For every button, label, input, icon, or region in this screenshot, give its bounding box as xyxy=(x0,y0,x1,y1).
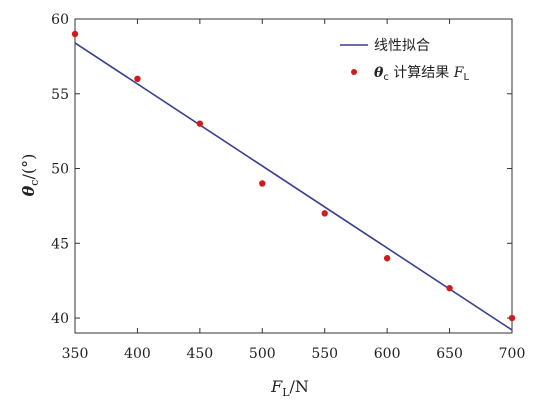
x-tick-label: 500 xyxy=(249,346,276,362)
y-tick-label: 40 xyxy=(51,311,69,327)
data-point xyxy=(446,284,453,292)
data-point xyxy=(259,180,266,187)
fit-line-series xyxy=(74,42,513,331)
legend-scatter-tail-sub: L xyxy=(463,72,469,83)
y-axis-title: θc/(°) xyxy=(19,154,41,197)
x-axis-ticks: 350 400 450 500 550 600 650 700 xyxy=(62,19,526,362)
y-tick-label: 55 xyxy=(51,87,69,103)
data-point xyxy=(383,255,391,262)
legend: 线性拟合 θc 计算结果 FL xyxy=(340,38,469,83)
x-tick-label: 350 xyxy=(62,346,89,362)
x-axis-title-unit: /N xyxy=(290,377,309,396)
data-point xyxy=(71,30,79,38)
y-tick-label: 45 xyxy=(51,236,69,252)
legend-scatter-sub: c xyxy=(383,72,389,83)
x-axis-title-sub: L xyxy=(282,386,290,399)
scatter-series xyxy=(71,30,516,322)
plot-border xyxy=(74,18,513,334)
fit-line xyxy=(74,42,513,331)
y-axis-title-main: θ xyxy=(19,185,38,196)
legend-scatter-text: 计算结果 xyxy=(389,65,454,81)
data-point xyxy=(508,314,516,322)
y-axis-ticks: 40 45 50 55 60 xyxy=(51,12,512,327)
x-axis-title-main: F xyxy=(270,377,283,396)
legend-line-label: 线性拟合 xyxy=(374,38,430,54)
plot-frame xyxy=(74,18,513,334)
x-tick-label: 400 xyxy=(124,346,151,362)
legend-scatter-main: θ xyxy=(374,65,384,81)
data-point xyxy=(196,120,204,127)
x-tick-label: 550 xyxy=(311,346,338,362)
data-point xyxy=(321,210,328,217)
x-tick-label: 600 xyxy=(374,346,401,362)
x-tick-label: 700 xyxy=(499,346,526,362)
y-tick-label: 60 xyxy=(51,12,69,28)
y-tick-label: 50 xyxy=(51,162,69,178)
legend-scatter-tail-main: F xyxy=(453,65,465,81)
data-point xyxy=(134,75,141,83)
x-axis-title: FL/N xyxy=(270,377,309,399)
legend-point-swatch xyxy=(351,69,357,75)
x-tick-label: 650 xyxy=(436,346,463,362)
legend-scatter-label: θc 计算结果 FL xyxy=(374,65,469,83)
x-tick-label: 450 xyxy=(186,346,213,362)
y-axis-title-sub: c xyxy=(28,180,41,186)
y-axis-title-unit: /(°) xyxy=(19,154,38,180)
